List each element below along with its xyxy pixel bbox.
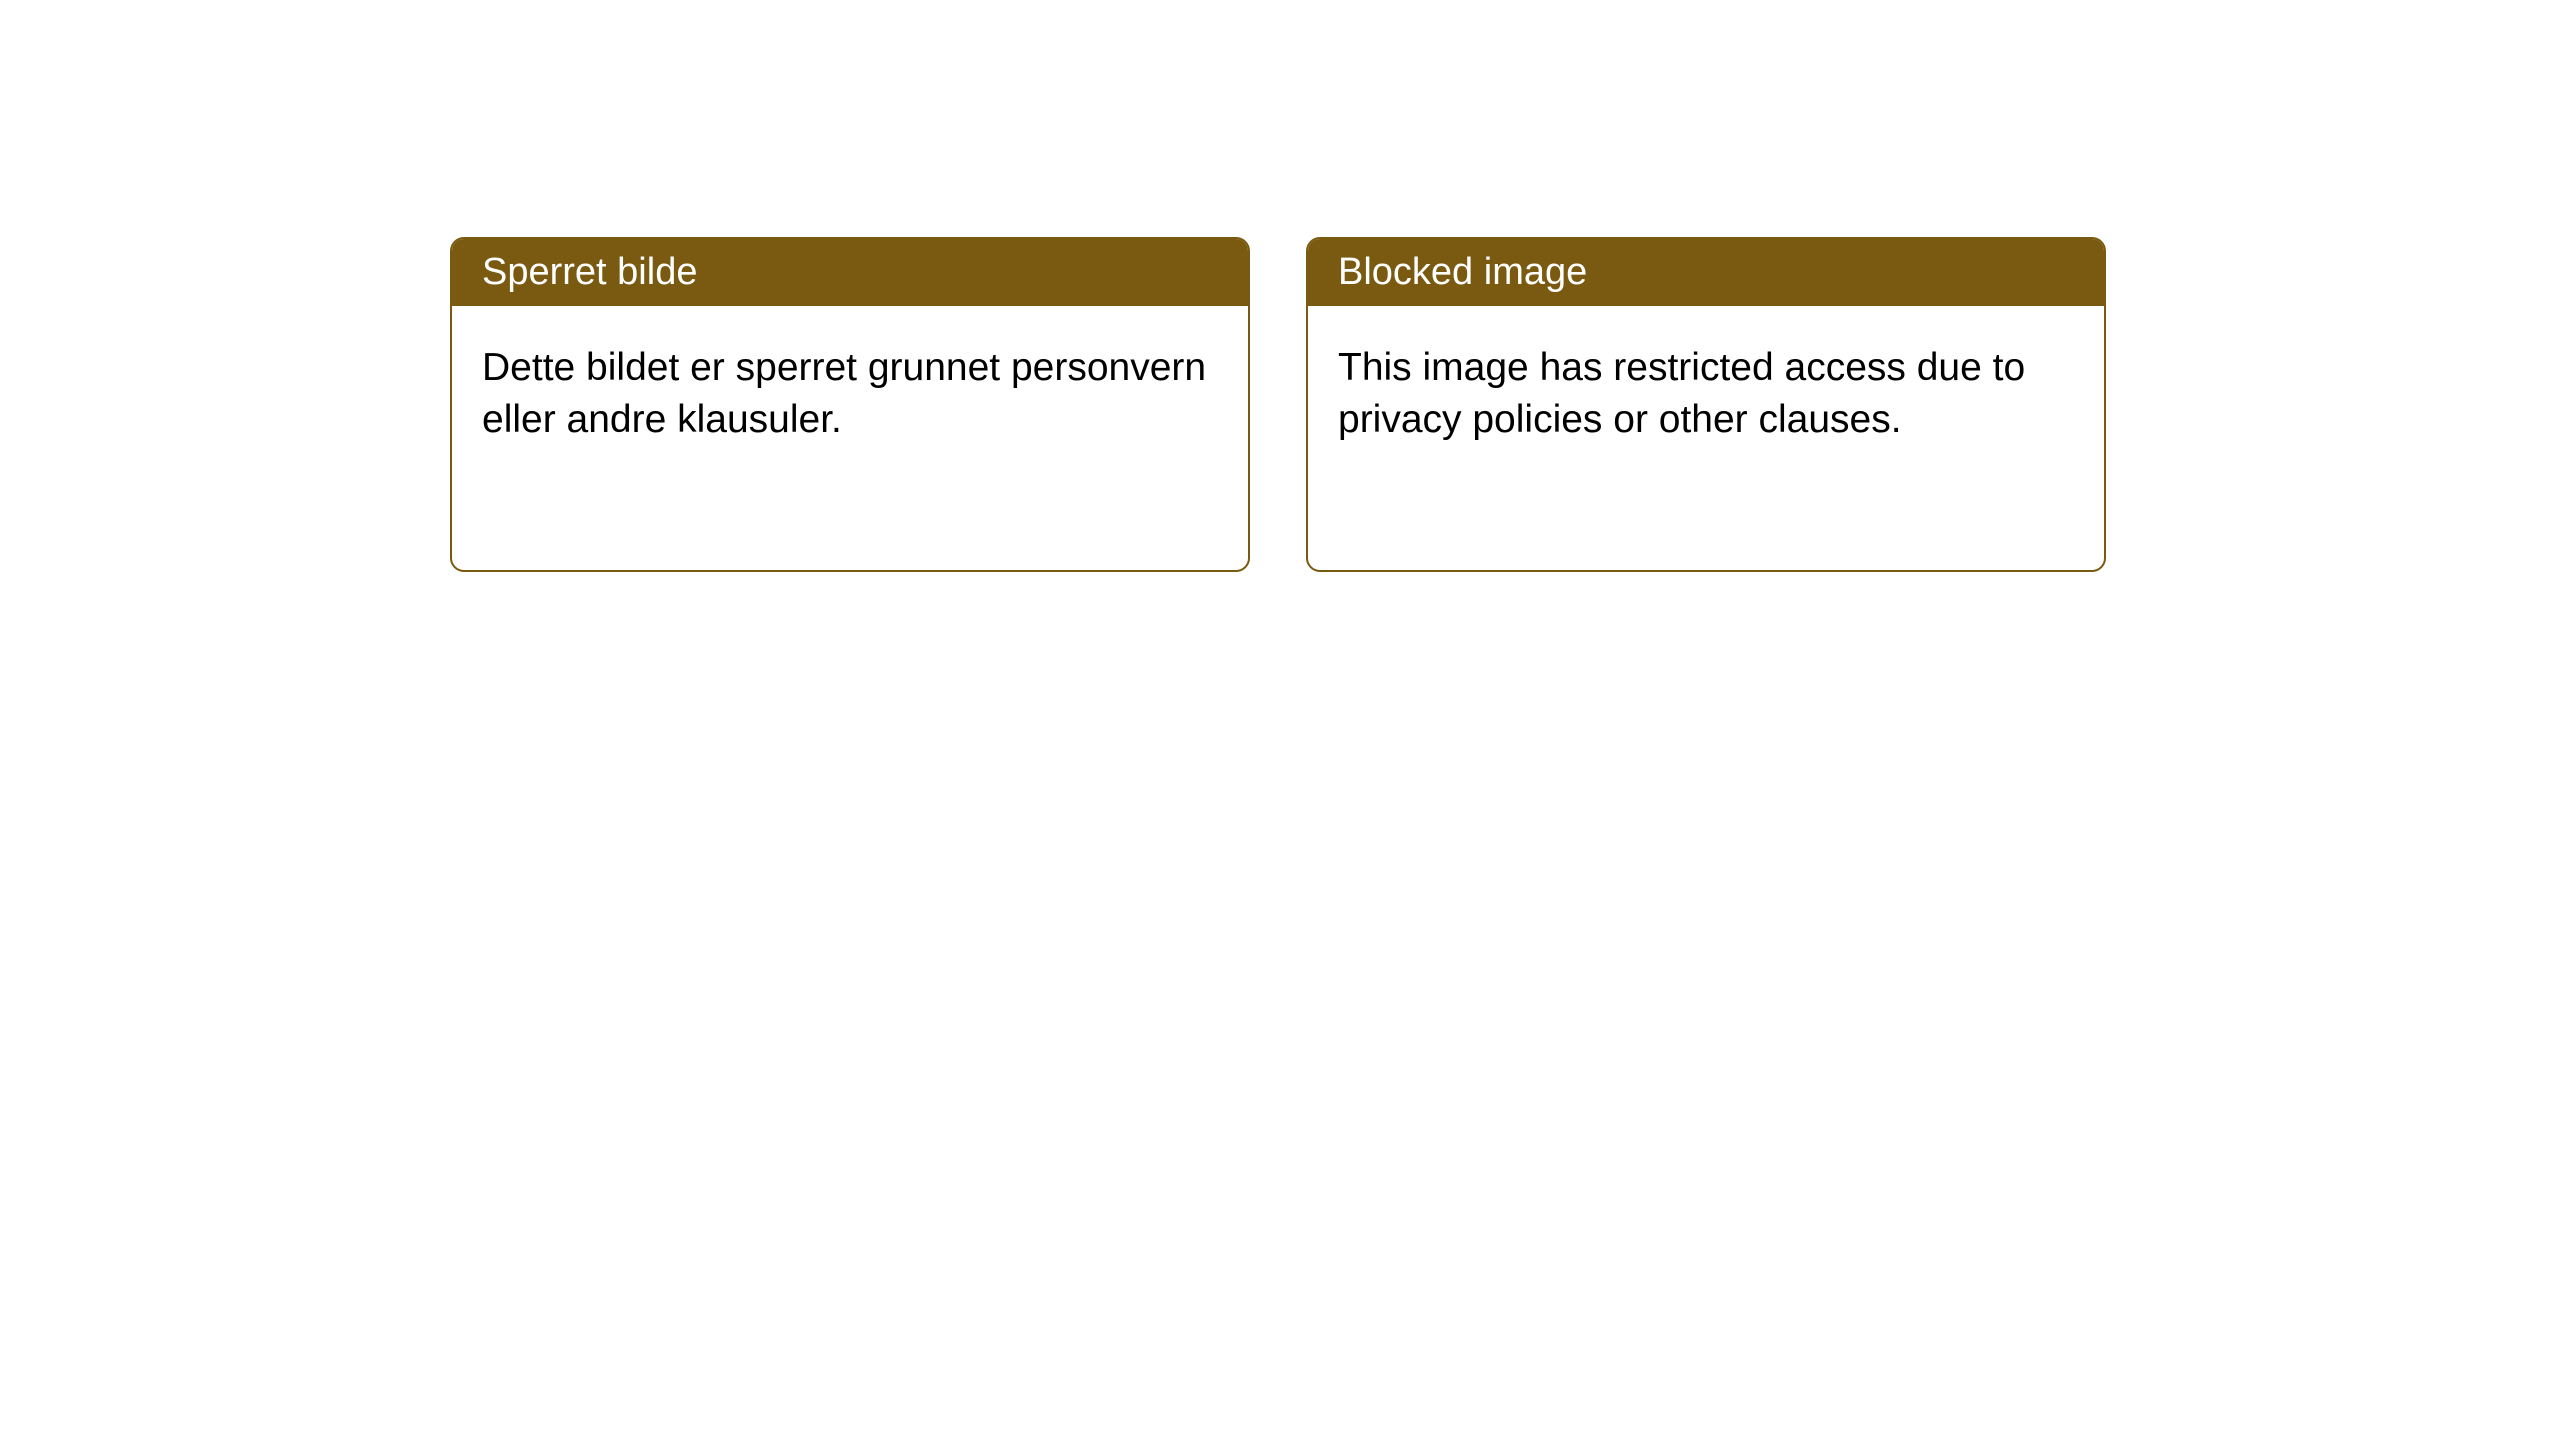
blocked-image-card-no: Sperret bilde Dette bildet er sperret gr… [450,237,1250,572]
card-body-no: Dette bildet er sperret grunnet personve… [452,306,1248,570]
blocked-image-card-en: Blocked image This image has restricted … [1306,237,2106,572]
card-body-en: This image has restricted access due to … [1308,306,2104,570]
card-header-en: Blocked image [1308,239,2104,306]
blocked-image-cards: Sperret bilde Dette bildet er sperret gr… [450,237,2106,572]
card-header-no: Sperret bilde [452,239,1248,306]
